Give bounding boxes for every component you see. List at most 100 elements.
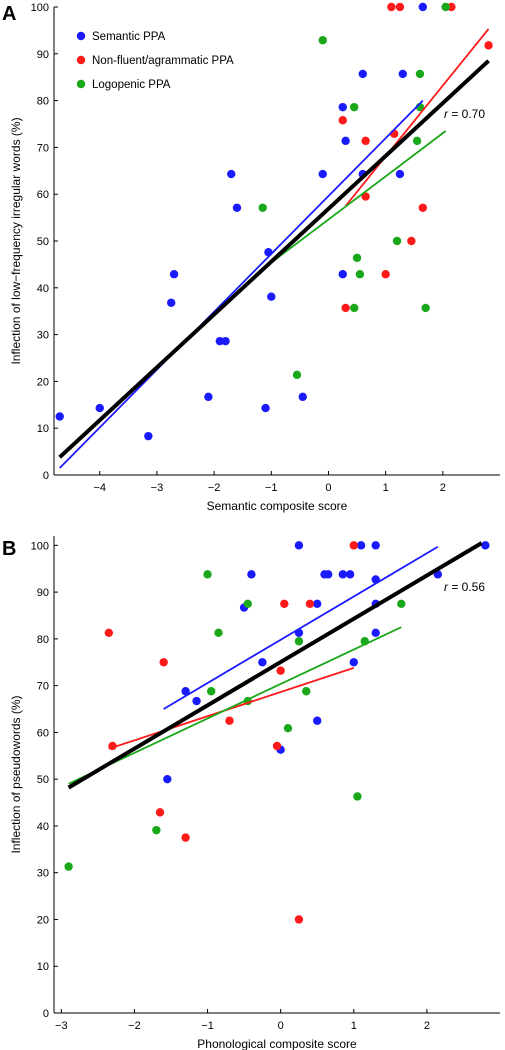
data-point: [258, 658, 267, 667]
data-point: [323, 570, 333, 579]
data-point: [104, 628, 114, 638]
y-tick-label: 100: [31, 2, 49, 14]
data-point: [206, 687, 216, 696]
data-point: [390, 129, 399, 139]
data-point: [356, 541, 366, 550]
y-tick-label: 80: [37, 96, 49, 108]
panel-a: A 0 10 20 30 40 50 60 70 80 90 100 −4 −3 −2 −1 0 1 2 Semant…: [2, 2, 500, 513]
y-tick-label: 10: [37, 961, 49, 973]
data-point: [302, 687, 311, 696]
data-point: [267, 292, 276, 301]
fit-line: [68, 626, 402, 785]
data-point: [484, 41, 493, 50]
data-point: [313, 599, 322, 609]
panel-letter: A: [2, 3, 16, 25]
data-point: [341, 136, 350, 146]
data-point: [318, 36, 327, 45]
data-point: [341, 303, 350, 313]
y-tick-label: 20: [37, 376, 49, 388]
x-tick-label: 0: [278, 1020, 284, 1032]
data-point: [349, 541, 358, 550]
x-tick-label: 0: [325, 482, 331, 494]
panel-b: B 0 10 20 30 40 50 60 70 80 90 100 −3 −2 −1 0 1 2 Phonolog…: [2, 536, 500, 1050]
x-tick-label: 1: [383, 482, 389, 494]
x-tick-label: 2: [440, 482, 446, 494]
data-point: [352, 253, 362, 263]
data-point: [152, 825, 161, 835]
data-point: [387, 2, 396, 12]
data-point: [349, 102, 359, 112]
data-point: [298, 392, 307, 402]
y-tick-label: 30: [37, 330, 49, 342]
data-point: [345, 570, 355, 579]
data-point: [144, 431, 153, 441]
data-point: [225, 716, 234, 725]
data-point: [95, 403, 104, 413]
y-tick-label: 60: [37, 189, 49, 201]
data-point: [283, 724, 293, 733]
data-point: [181, 833, 190, 842]
x-tick-label: −1: [201, 1020, 214, 1032]
y-tick-label: 70: [37, 142, 49, 154]
data-point: [355, 270, 365, 279]
data-point: [169, 270, 179, 279]
correlation-r: r: [444, 580, 449, 594]
data-point: [407, 236, 416, 246]
data-point: [258, 203, 267, 212]
data-point: [192, 696, 201, 706]
y-tick-label: 30: [37, 868, 49, 880]
data-point: [481, 541, 490, 550]
data-point: [338, 116, 347, 125]
fit-line: [163, 545, 439, 710]
data-point: [349, 303, 359, 313]
x-tick-label: −3: [151, 482, 164, 494]
data-point: [167, 298, 176, 307]
x-tick-label: 2: [424, 1020, 430, 1032]
data-point: [204, 392, 213, 402]
data-point: [227, 169, 236, 179]
data-point: [421, 303, 430, 313]
y-tick-label: 90: [37, 49, 49, 61]
correlation-value: = 0.70: [448, 107, 485, 121]
y-tick-label: 50: [37, 774, 49, 786]
x-axis-label: Phonological composite score: [197, 1037, 357, 1050]
data-point: [338, 270, 347, 279]
correlation-value: = 0.56: [448, 580, 485, 594]
data-point: [395, 169, 405, 179]
data-point: [280, 599, 289, 609]
overall-fit-line: [58, 59, 490, 459]
y-tick-label: 90: [37, 587, 49, 599]
legend-entry: Semantic PPA: [92, 31, 166, 43]
data-point: [313, 716, 322, 725]
fit-line: [59, 99, 424, 469]
data-point: [294, 637, 304, 646]
data-point: [418, 2, 428, 12]
y-tick-label: 10: [37, 423, 49, 435]
data-point: [305, 599, 315, 609]
y-tick-label: 0: [43, 470, 49, 482]
fit-line: [344, 28, 490, 207]
data-point: [247, 570, 256, 579]
legend-marker: [76, 31, 86, 41]
legend-entry: Non-fluent/agrammatic PPA: [92, 55, 234, 67]
data-point: [181, 687, 190, 696]
y-tick-label: 0: [43, 1008, 49, 1020]
data-point: [397, 599, 406, 609]
y-axis-label: Inflection of pseudowords (%): [9, 695, 23, 853]
data-point: [358, 69, 367, 79]
data-point: [64, 862, 73, 871]
x-tick-label: 1: [351, 1020, 357, 1032]
data-point: [232, 203, 242, 212]
panel-letter: B: [2, 538, 16, 560]
overall-fit-line: [67, 541, 483, 790]
data-point: [55, 412, 64, 421]
data-point: [415, 69, 425, 79]
y-tick-label: 20: [37, 914, 49, 926]
data-point: [318, 169, 327, 179]
data-point: [338, 102, 347, 112]
y-tick-label: 70: [37, 681, 49, 693]
data-point: [371, 628, 380, 638]
fit-line: [108, 667, 355, 750]
x-tick-label: −4: [93, 482, 106, 494]
